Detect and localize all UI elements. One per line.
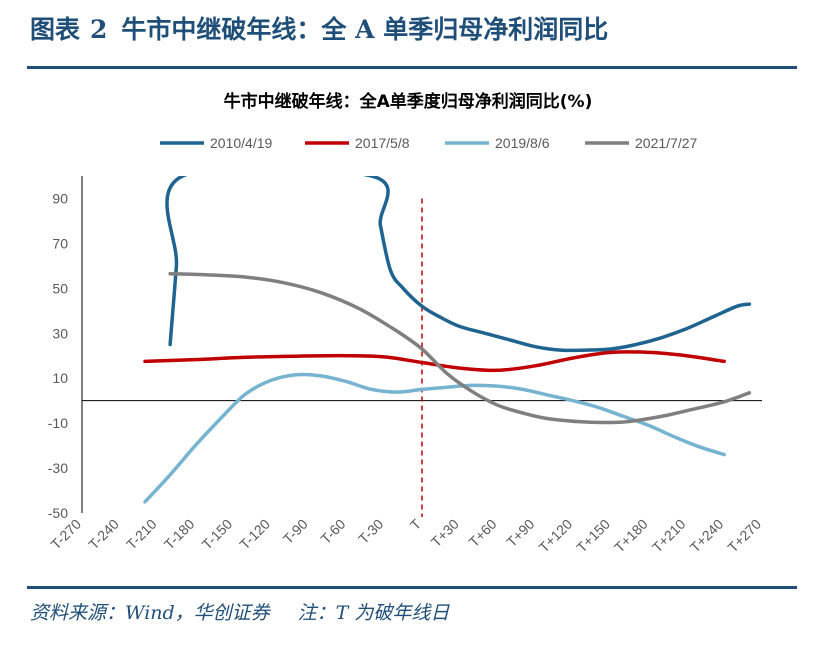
x-tick-label: T-270 — [47, 516, 84, 553]
note-text: 注：T 为破年线日 — [297, 602, 450, 624]
x-tick-label: T-30 — [355, 516, 386, 547]
figure-number: 2 — [90, 15, 108, 44]
figure-title: 牛市中继破年线：全 A 单季归母净利润同比 — [121, 15, 609, 44]
figure-header: 图表 2 牛市中继破年线：全 A 单季归母净利润同比 — [30, 8, 800, 52]
y-tick-label: -30 — [48, 460, 68, 476]
x-tick-label: T-180 — [161, 516, 198, 553]
x-tick-label: T+270 — [724, 516, 764, 556]
legend-label: 2019/8/6 — [495, 135, 550, 151]
series-line — [143, 350, 726, 373]
legend-label: 2017/5/8 — [355, 135, 410, 151]
x-tick-label: T+60 — [466, 516, 500, 550]
source-text: 资料来源：Wind，华创证券 — [30, 602, 270, 624]
x-tick-label: T+90 — [503, 516, 537, 550]
y-tick-label: 30 — [52, 325, 68, 341]
line-chart: 牛市中继破年线：全A单季度归母净利润同比(%) 2010/4/19 2017/5/8… — [47, 91, 764, 556]
legend-label: 2021/7/27 — [635, 135, 697, 151]
series-line — [143, 372, 726, 504]
footer: 资料来源：Wind，华创证券 注：T 为破年线日 — [30, 598, 449, 625]
chart-title: 牛市中继破年线：全A单季度归母净利润同比(%) — [224, 91, 593, 112]
x-tick-label: T-240 — [85, 516, 122, 553]
y-tick-label: 70 — [52, 235, 68, 251]
y-tick-label: -10 — [48, 415, 68, 431]
x-tick-label: T+180 — [611, 516, 651, 556]
x-tick-label: T — [407, 515, 425, 533]
x-tick-label: T-60 — [317, 516, 348, 547]
figure-label: 图表 — [30, 15, 81, 44]
x-tick-label: T-210 — [123, 516, 160, 553]
y-tick-label: 90 — [52, 190, 68, 206]
x-tick-label: T-90 — [280, 516, 311, 547]
y-tick-label: 10 — [52, 370, 68, 386]
x-tick-label: T+150 — [573, 516, 613, 556]
series-line — [168, 271, 752, 425]
footer-rule — [27, 586, 797, 589]
y-tick-label: -50 — [48, 505, 68, 521]
legend-label: 2010/4/19 — [210, 135, 272, 151]
header-rule — [27, 66, 797, 69]
x-tick-label: T+120 — [536, 516, 576, 556]
y-tick-label: 50 — [52, 280, 68, 296]
x-tick-label: T-120 — [236, 516, 273, 553]
x-tick-label: T+30 — [428, 516, 462, 550]
series-line — [165, 176, 752, 353]
x-tick-label: T+210 — [649, 516, 689, 556]
x-tick-label: T+240 — [687, 516, 727, 556]
x-tick-label: T-150 — [199, 516, 236, 553]
